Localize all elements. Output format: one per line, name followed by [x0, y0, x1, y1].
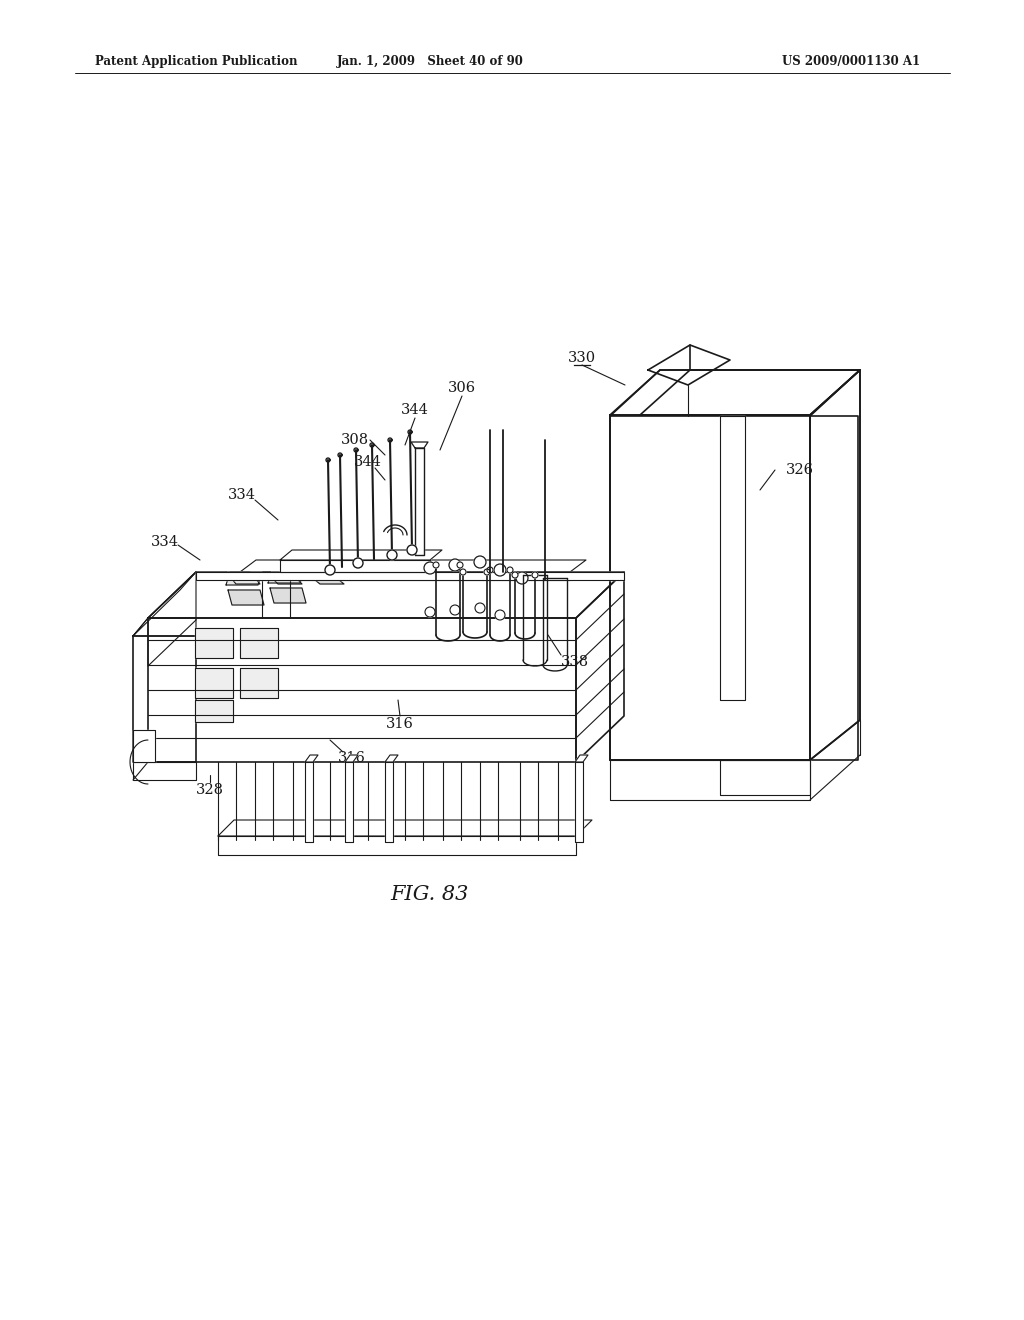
Polygon shape	[226, 572, 262, 585]
Polygon shape	[195, 628, 233, 657]
Polygon shape	[195, 668, 233, 698]
Polygon shape	[352, 572, 388, 577]
Circle shape	[474, 556, 486, 568]
Text: FIG. 83: FIG. 83	[391, 886, 469, 904]
Polygon shape	[133, 572, 196, 636]
Polygon shape	[218, 820, 592, 836]
Polygon shape	[240, 572, 570, 579]
Circle shape	[495, 610, 505, 620]
Polygon shape	[240, 668, 278, 698]
Polygon shape	[640, 370, 860, 414]
Polygon shape	[411, 442, 428, 447]
Polygon shape	[310, 576, 344, 583]
Text: 330: 330	[568, 351, 596, 366]
Polygon shape	[133, 618, 196, 636]
Polygon shape	[305, 755, 318, 762]
Polygon shape	[133, 730, 155, 762]
Circle shape	[407, 545, 417, 554]
Circle shape	[457, 562, 463, 568]
Polygon shape	[345, 755, 358, 762]
Circle shape	[532, 572, 538, 578]
Circle shape	[433, 562, 439, 568]
Polygon shape	[385, 762, 393, 842]
Text: 344: 344	[401, 403, 429, 417]
Polygon shape	[226, 572, 260, 583]
Text: 338: 338	[561, 655, 589, 669]
Text: US 2009/0001130 A1: US 2009/0001130 A1	[782, 55, 920, 69]
Circle shape	[387, 550, 397, 560]
Text: Patent Application Publication: Patent Application Publication	[95, 55, 298, 69]
Circle shape	[425, 607, 435, 616]
Polygon shape	[610, 416, 858, 760]
Polygon shape	[720, 760, 810, 795]
Circle shape	[353, 558, 362, 568]
Text: 328: 328	[196, 783, 224, 797]
Polygon shape	[268, 574, 302, 583]
Text: 334: 334	[228, 488, 256, 502]
Circle shape	[460, 569, 466, 576]
Circle shape	[424, 562, 436, 574]
Polygon shape	[268, 572, 304, 583]
Circle shape	[487, 568, 493, 573]
Circle shape	[507, 568, 513, 573]
Polygon shape	[196, 572, 624, 579]
Circle shape	[449, 558, 461, 572]
Polygon shape	[280, 560, 430, 572]
Text: 344: 344	[354, 455, 382, 469]
Text: 334: 334	[151, 535, 179, 549]
Polygon shape	[575, 762, 583, 842]
Polygon shape	[240, 628, 278, 657]
Circle shape	[516, 572, 528, 583]
Polygon shape	[280, 550, 442, 560]
Polygon shape	[218, 836, 575, 855]
Polygon shape	[720, 416, 745, 700]
Text: Jan. 1, 2009   Sheet 40 of 90: Jan. 1, 2009 Sheet 40 of 90	[337, 55, 523, 69]
Circle shape	[475, 603, 485, 612]
Polygon shape	[385, 755, 398, 762]
Circle shape	[512, 572, 518, 578]
Polygon shape	[610, 414, 810, 760]
Polygon shape	[610, 370, 860, 414]
Text: 306: 306	[447, 381, 476, 395]
Polygon shape	[148, 572, 196, 667]
Circle shape	[494, 564, 506, 576]
Polygon shape	[648, 345, 730, 385]
Polygon shape	[305, 762, 313, 842]
Text: 316: 316	[338, 751, 366, 766]
Circle shape	[450, 605, 460, 615]
Polygon shape	[228, 590, 264, 605]
Polygon shape	[133, 762, 196, 780]
Polygon shape	[415, 447, 424, 554]
Polygon shape	[270, 587, 306, 603]
Text: 326: 326	[786, 463, 814, 477]
Polygon shape	[610, 760, 810, 800]
Polygon shape	[575, 572, 624, 762]
Polygon shape	[575, 755, 588, 762]
Polygon shape	[810, 370, 860, 760]
Polygon shape	[148, 618, 575, 762]
Polygon shape	[133, 636, 196, 762]
Text: 316: 316	[386, 717, 414, 731]
Circle shape	[325, 565, 335, 576]
Polygon shape	[345, 762, 353, 842]
Polygon shape	[195, 700, 233, 722]
Circle shape	[484, 569, 490, 576]
Polygon shape	[240, 560, 586, 572]
Text: 308: 308	[341, 433, 369, 447]
Polygon shape	[310, 572, 346, 579]
Polygon shape	[148, 572, 624, 618]
